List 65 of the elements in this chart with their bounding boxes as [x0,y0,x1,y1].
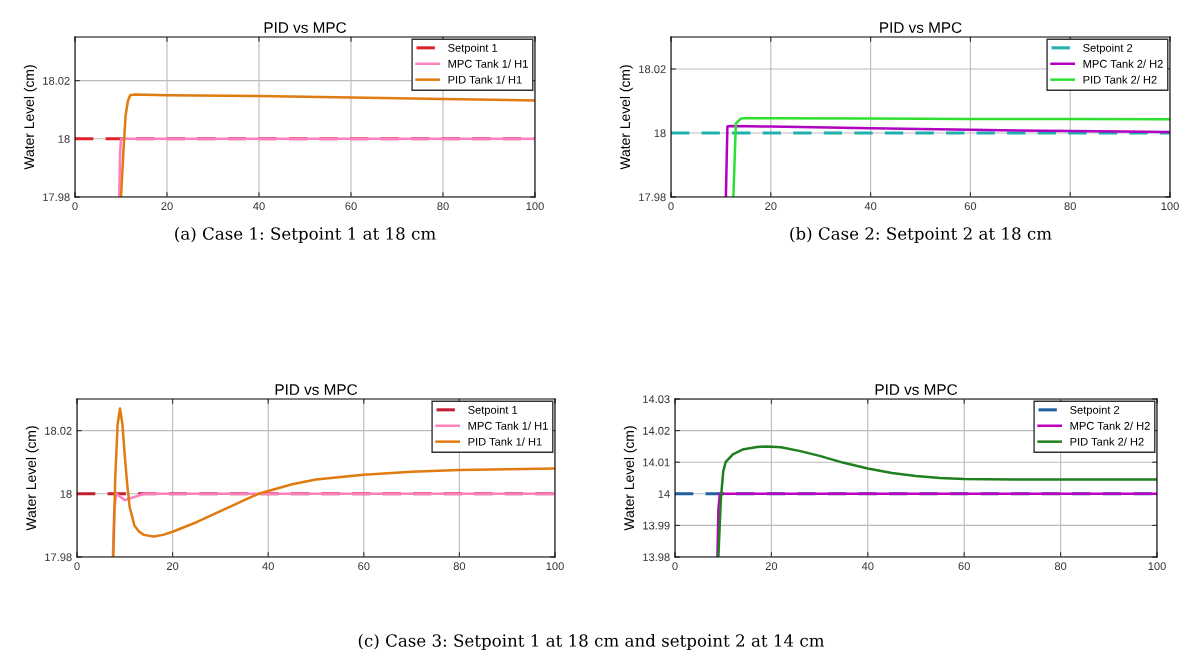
x-tick-label: 80 [1064,202,1076,211]
line-series [717,445,1157,557]
legend-label: PID Tank 2/ H2 [1083,75,1157,84]
chart-title: PID vs MPC [275,384,358,395]
x-tick-label: 20 [765,202,777,211]
x-tick-label: 0 [74,562,80,571]
text: (a) Case 1: Setpoint 1 at 18 cm [175,226,436,244]
chart-title: PID vs MPC [875,384,958,395]
x-tick-label: 20 [166,562,179,571]
legend-label: PID Tank 1/ H1 [468,437,542,446]
x-tick-label: 20 [161,202,173,211]
y-axis-title: Water Level (cm) [25,426,39,531]
x-tick-label: 100 [526,202,544,211]
legend-label: MPC Tank 1/ H1 [448,59,528,68]
legend-label: Setpoint 1 [468,405,518,417]
y-tick-label: 13.98 [643,553,670,562]
line-series [119,93,535,197]
legend-label: Setpoint 1 [448,43,498,55]
x-tick-label: 100 [1148,562,1166,571]
legend-label: PID Tank 1/ H1 [448,75,522,84]
y-axis-title: Water Level (cm) [23,65,37,170]
y-tick-label: 14 [658,490,670,498]
x-tick-label: 60 [345,202,357,211]
legend-label: MPC Tank 2/ H2 [1083,59,1163,68]
y-tick-label: 18.02 [43,76,70,85]
y-tick-label: 14.02 [643,426,670,435]
x-tick-label: 40 [262,562,274,571]
x-tick-label: 0 [72,202,78,211]
y-axis-title: Water Level (cm) [623,426,637,531]
y-tick-label: 18.02 [45,426,72,435]
y-tick-label: 18 [654,129,666,138]
chart-title: PID vs MPC [264,22,347,33]
text: (c) Case 3: Setpoint 1 at 18 cm and setpoint 2 at 14 cm [358,633,825,651]
y-tick-label: 18.02 [639,65,666,74]
x-tick-label: 40 [253,202,265,211]
line-series [112,407,555,557]
y-tick-label: 14.01 [643,458,670,467]
x-tick-label: 100 [1161,202,1179,211]
text: (b) Case 2: Setpoint 2 at 18 cm [790,226,1052,244]
x-tick-label: 100 [546,562,564,571]
x-tick-label: 60 [964,202,977,211]
x-tick-label: 20 [765,562,778,571]
y-tick-label: 18 [58,135,70,143]
y-axis-title: Water Level (cm) [619,65,633,170]
y-tick-label: 17.98 [45,553,72,562]
legend-label: Setpoint 2 [1083,43,1133,55]
x-tick-label: 0 [672,562,678,571]
x-tick-label: 80 [453,562,466,571]
x-tick-label: 40 [864,202,877,211]
y-tick-label: 18 [60,490,72,498]
y-tick-label: 17.98 [639,193,666,202]
chart-title: PID vs MPC [880,22,962,33]
y-tick-label: 17.98 [43,193,70,202]
legend-label: PID Tank 2/ H2 [1070,437,1144,446]
legend-label: Setpoint 2 [1070,405,1120,417]
x-tick-label: 60 [958,562,970,571]
y-tick-label: 13.99 [643,521,670,530]
x-tick-label: 80 [1054,562,1067,571]
legend-label: MPC Tank 1/ H1 [468,421,548,430]
x-tick-label: 40 [861,562,874,571]
x-tick-label: 0 [668,202,674,211]
y-tick-label: 14.03 [643,395,670,404]
x-tick-label: 80 [437,202,449,211]
x-tick-label: 60 [358,562,370,571]
legend-label: MPC Tank 2/ H2 [1070,421,1150,430]
